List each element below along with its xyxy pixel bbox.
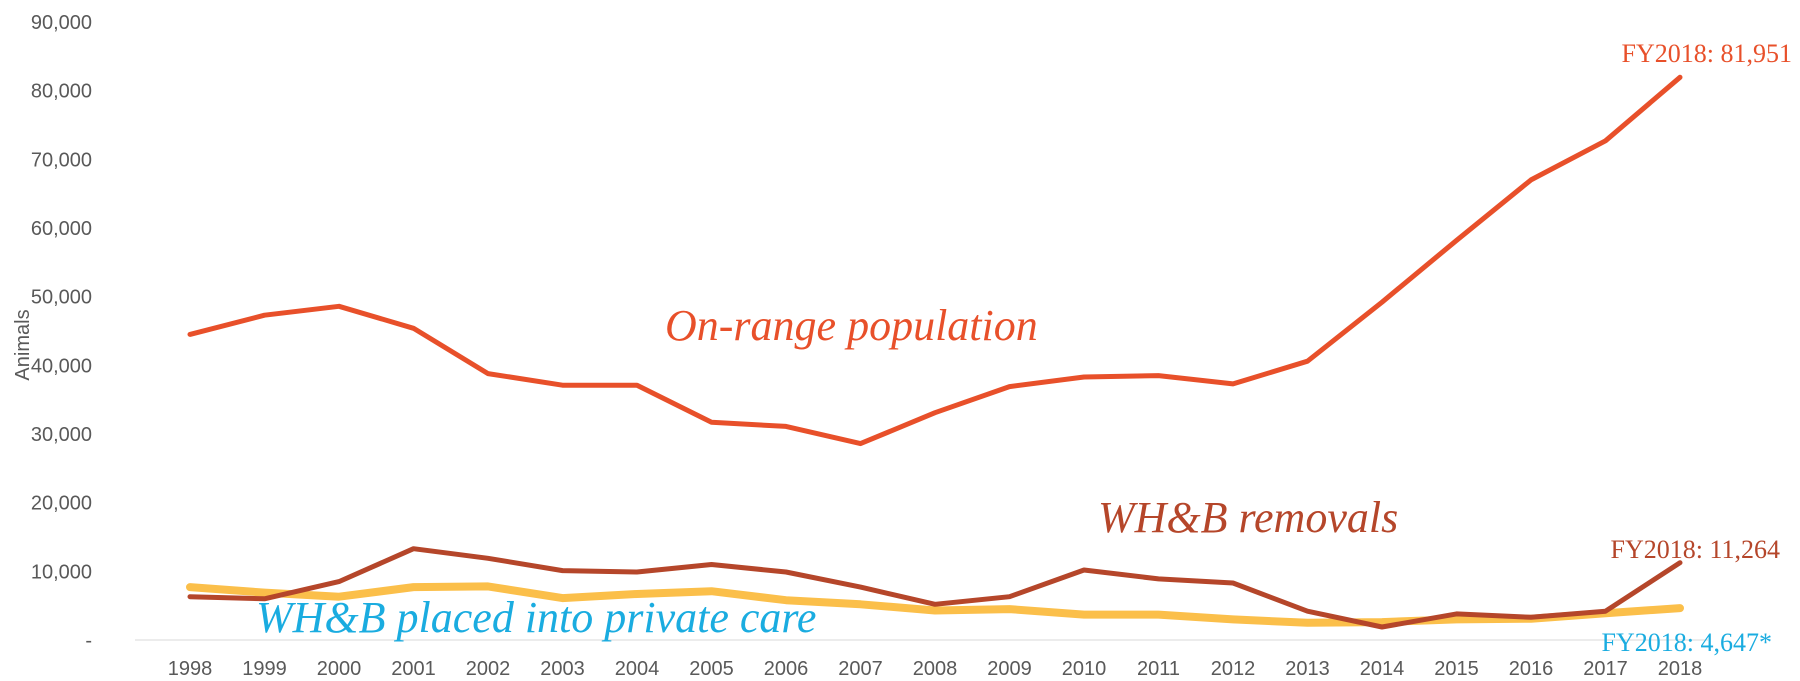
x-tick-label: 2007 [838, 658, 883, 680]
x-tick-label: 2005 [689, 658, 734, 680]
y-tick-label: 50,000 [31, 287, 92, 309]
series-line-on-range-population [187, 74, 1683, 447]
y-tick-label: - [85, 630, 92, 652]
series-lines [186, 74, 1684, 630]
y-tick-label: 20,000 [31, 493, 92, 515]
x-axis-ticks: 1998 1999 2000 2001 2002 2003 2004 2005 2006 2007… [168, 658, 1703, 680]
x-tick-label: 2006 [764, 658, 809, 680]
series-label-removals: WH&B removals [1098, 493, 1398, 542]
y-axis-label: Animals [12, 309, 34, 380]
x-tick-label: 2009 [987, 658, 1032, 680]
end-label-removals: FY2018: 11,264 [1611, 535, 1781, 564]
x-tick-label: 2000 [317, 658, 362, 680]
x-tick-label: 2018 [1658, 658, 1703, 680]
y-tick-label: 10,000 [31, 561, 92, 583]
x-tick-label: 2013 [1285, 658, 1330, 680]
x-tick-label: 2012 [1211, 658, 1256, 680]
x-tick-label: 2016 [1509, 658, 1554, 680]
y-axis-ticks: - 10,000 20,000 30,000 40,000 50,000 60,000 70,… [31, 12, 92, 652]
x-tick-label: 1998 [168, 658, 213, 680]
x-tick-label: 2002 [466, 658, 511, 680]
end-label-private-care: FY2018: 4,647* [1602, 628, 1772, 657]
series-label-on-range: On-range population [665, 301, 1038, 350]
series-label-private-care: WH&B placed into private care [256, 593, 816, 642]
x-tick-label: 2004 [615, 658, 660, 680]
x-tick-label: 2008 [913, 658, 958, 680]
y-tick-label: 80,000 [31, 81, 92, 103]
x-tick-label: 2001 [391, 658, 436, 680]
x-tick-label: 2011 [1137, 658, 1180, 680]
x-tick-label: 2015 [1434, 658, 1479, 680]
y-tick-label: 70,000 [31, 149, 92, 171]
x-tick-label: 2017 [1583, 658, 1628, 680]
x-tick-label: 2010 [1062, 658, 1107, 680]
y-tick-label: 60,000 [31, 218, 92, 240]
y-tick-label: 40,000 [31, 355, 92, 377]
end-label-on-range: FY2018: 81,951 [1622, 39, 1792, 68]
y-tick-label: 90,000 [31, 12, 92, 34]
x-tick-label: 2014 [1360, 658, 1405, 680]
y-tick-label: 30,000 [31, 424, 92, 446]
series-line-wh-b-removals [187, 546, 1683, 630]
x-tick-label: 1999 [242, 658, 287, 680]
x-tick-label: 2003 [540, 658, 585, 680]
